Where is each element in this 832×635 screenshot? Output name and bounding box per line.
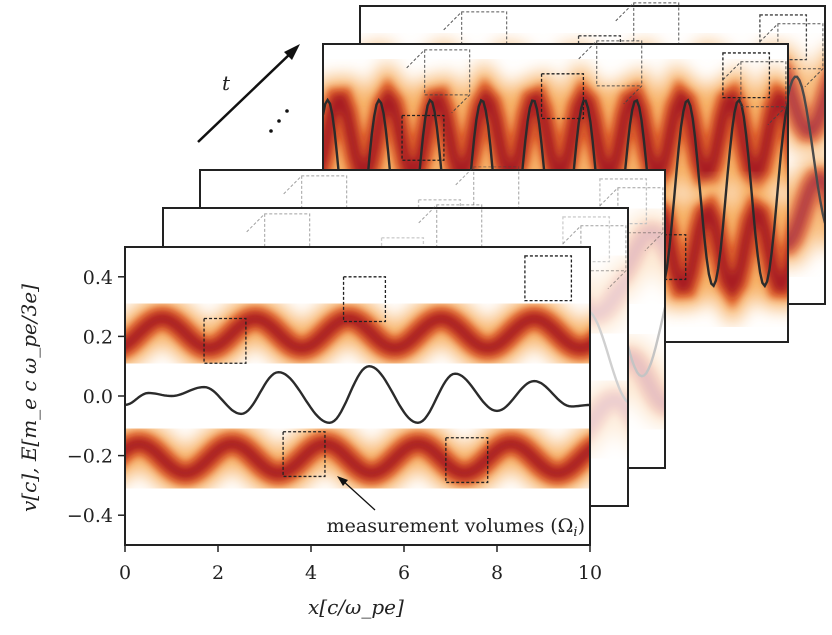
measurement-volume-box	[445, 437, 489, 484]
x-tick-label: 10	[578, 562, 602, 584]
measurement-volume-cube	[722, 61, 787, 126]
y-tick-label: −0.2	[67, 446, 113, 468]
x-tick-label: 2	[212, 562, 224, 584]
frame-background	[125, 247, 590, 545]
ellipsis-dots	[269, 109, 289, 133]
measurement-volume-box	[282, 431, 326, 478]
measurement-volume-box	[401, 114, 445, 161]
time-label: t	[222, 71, 231, 95]
x-tick-label: 6	[398, 562, 410, 584]
phase-space-frame-current	[124, 246, 591, 546]
annotation-arrow	[337, 476, 376, 511]
y-tick-label: 0.0	[83, 386, 113, 408]
measurement-volumes-annotation: measurement volumes (Ωi)	[327, 515, 585, 540]
x-tick-label: 4	[305, 562, 317, 584]
band-core	[125, 437, 590, 480]
measurement-volume-box	[524, 255, 573, 302]
band-core	[125, 312, 590, 355]
measurement-volume-cube	[578, 40, 643, 105]
x-axis-label: x[c/ω_pe]	[308, 595, 404, 619]
x-tick-label: 0	[119, 562, 131, 584]
measurement-volume-box	[342, 276, 387, 323]
measurement-volume-box	[722, 52, 771, 99]
measurement-volume-cube	[406, 49, 471, 114]
measurement-volume-box	[540, 73, 585, 120]
measurement-volume-box	[759, 14, 808, 61]
y-tick-label: 0.2	[83, 326, 113, 348]
y-axis-label: v[c], E[m_e c ω_pe/3e]	[17, 284, 41, 512]
y-tick-label: −0.4	[67, 505, 113, 527]
electric-field-curve	[125, 364, 590, 425]
x-tick-label: 8	[491, 562, 503, 584]
y-tick-label: 0.4	[83, 267, 113, 289]
time-arrow	[197, 44, 300, 143]
measurement-volume-box	[203, 317, 247, 364]
